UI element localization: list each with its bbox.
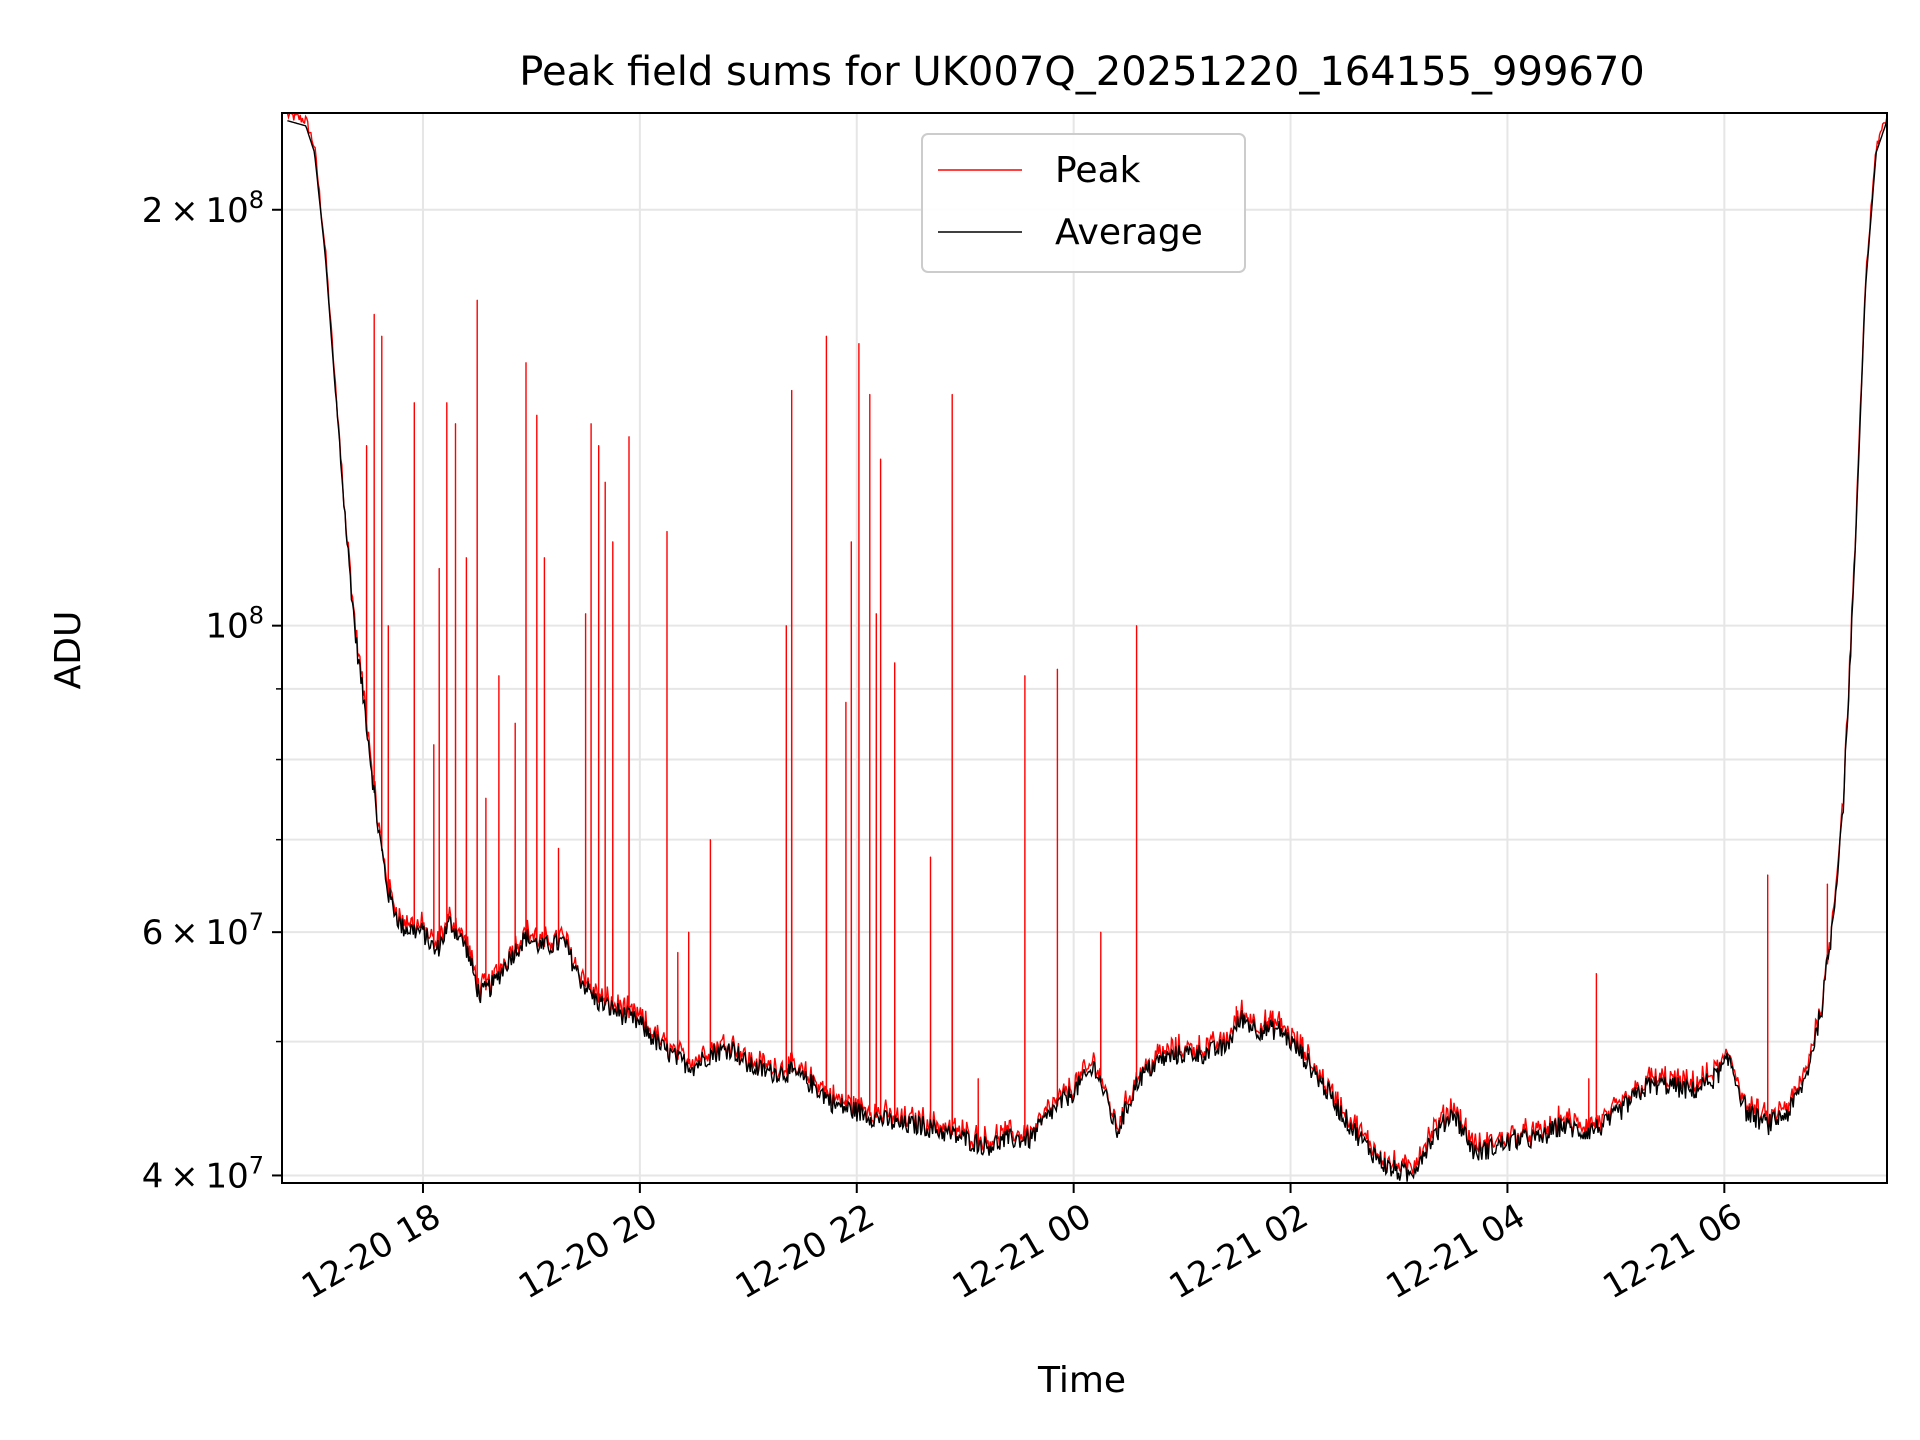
- peak-spike-point: [666, 530, 668, 533]
- peak-spike-point: [514, 722, 516, 724]
- peak-spike-point: [446, 402, 448, 404]
- y-axis-label: ADU: [48, 611, 89, 690]
- peak-spike-point: [951, 393, 953, 396]
- peak-spike-point: [438, 567, 440, 570]
- legend-box: [921, 133, 1246, 273]
- peak-spike-point: [850, 541, 852, 543]
- peak-spike-point: [1024, 675, 1026, 677]
- legend: Peak Average: [921, 133, 1246, 273]
- legend-label-average: Average: [1055, 212, 1203, 253]
- peak-spike-point: [543, 557, 546, 559]
- peak-spike-point: [1595, 972, 1597, 975]
- peak-spike-point: [709, 839, 711, 841]
- y-tick-label: 2 × 108: [142, 186, 264, 231]
- peak-spike-point: [381, 335, 383, 337]
- peak-spike-point: [894, 662, 896, 664]
- peak-spike-point: [785, 625, 787, 627]
- peak-spike-point: [1235, 1006, 1237, 1008]
- peak-spike-point: [880, 458, 882, 460]
- peak-spike-point: [365, 444, 368, 447]
- legend-label-peak: Peak: [1055, 150, 1141, 191]
- peak-spike-point: [590, 423, 592, 425]
- peak-spike-point: [454, 423, 457, 425]
- peak-spike-point: [1100, 931, 1102, 933]
- peak-spike-point: [585, 613, 587, 615]
- peak-spike-point: [688, 931, 690, 933]
- peak-spike-point: [845, 701, 847, 703]
- peak-spike-point: [387, 625, 389, 627]
- peak-spike-point: [825, 335, 827, 337]
- peak-spike-point: [598, 444, 600, 447]
- peak-spike-point: [373, 313, 375, 315]
- y-tick-label: 108: [205, 602, 264, 647]
- peak-spike-point: [1588, 1078, 1590, 1080]
- series-layer: [286, 113, 1887, 1182]
- peak-spike-point: [977, 1078, 979, 1080]
- x-axis-label: Time: [1037, 1360, 1126, 1401]
- peak-spike-point: [465, 557, 467, 559]
- peak-spike-point: [875, 613, 877, 615]
- chart-title: Peak field sums for UK007Q_20251220_1641…: [519, 49, 1644, 95]
- peak-spike-point: [525, 362, 527, 364]
- peak-spike-point: [1135, 625, 1138, 627]
- peak-spike-point: [677, 951, 679, 954]
- peak-spike-point: [433, 744, 435, 746]
- grid: [282, 113, 1887, 1183]
- peak-spike-point: [1826, 883, 1828, 885]
- plot-frame: [281, 112, 1888, 1184]
- peak-spike-point: [557, 847, 560, 849]
- peak-spike-point: [791, 389, 793, 392]
- peak-spike-point: [498, 675, 500, 677]
- y-tick-label: 4 × 107: [142, 1151, 264, 1196]
- peak-spike-point: [536, 414, 538, 416]
- series-line-average: [287, 120, 1887, 1182]
- peak-spike-point: [858, 343, 860, 345]
- peak-spike-point: [1268, 1017, 1270, 1019]
- peak-spike-point: [628, 436, 630, 438]
- peak-spike-point: [604, 481, 606, 483]
- peak-spike-point: [1767, 874, 1769, 876]
- peak-spike-point: [929, 856, 932, 858]
- peak-spike-point: [869, 393, 871, 396]
- peak-spike-point: [1056, 668, 1058, 670]
- peak-spike-point: [413, 402, 415, 404]
- peak-spike-point: [476, 299, 478, 301]
- peak-spike-point: [485, 797, 487, 799]
- peak-spike-point: [612, 541, 614, 543]
- y-tick-label: 6 × 107: [142, 908, 264, 953]
- peak-spike-point: [818, 1090, 820, 1093]
